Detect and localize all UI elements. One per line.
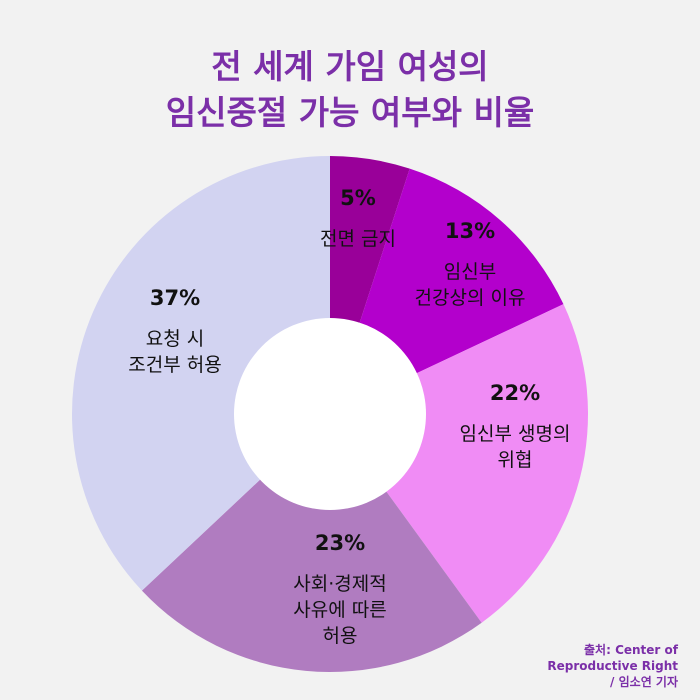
slice-percent-label: 5% <box>340 186 376 210</box>
slice-category-label: 건강상의 이유 <box>415 287 526 309</box>
slice-percent-label: 22% <box>490 381 540 405</box>
source-line-3: / 임소연 기자 <box>610 675 678 689</box>
slice-4 <box>141 414 482 673</box>
slice-category-label: 전면 금지 <box>320 228 396 250</box>
chart-title-line-1: 전 세계 가임 여성의 <box>211 47 489 86</box>
slice-percent-label: 13% <box>445 219 495 243</box>
slice-category-label: 요청 시 <box>146 328 204 350</box>
slice-category-label: 임신부 <box>444 261 496 283</box>
slice-category-label: 허용 <box>323 625 358 647</box>
chart-title-line-2: 임신중절 가능 여부와 비율 <box>165 93 535 132</box>
slice-category-label: 조건부 허용 <box>128 354 221 376</box>
source-line-1: 출처: Center of <box>584 643 678 657</box>
slice-5 <box>71 156 330 591</box>
slice-category-label: 사유에 따른 <box>293 599 386 621</box>
slice-category-label: 임신부 생명의 <box>460 423 571 445</box>
source-line-2: Reproductive Right <box>547 659 678 673</box>
chart-title: 전 세계 가임 여성의 임신중절 가능 여부와 비율 <box>0 44 700 136</box>
slice-percent-label: 23% <box>315 531 365 555</box>
slice-percent-label: 37% <box>150 286 200 310</box>
slice-category-label: 위협 <box>498 449 533 471</box>
source-credit: 출처: Center of Reproductive Right / 임소연 기… <box>547 642 678 690</box>
slice-category-label: 사회·경제적 <box>293 573 386 595</box>
donut-hole <box>234 318 426 510</box>
